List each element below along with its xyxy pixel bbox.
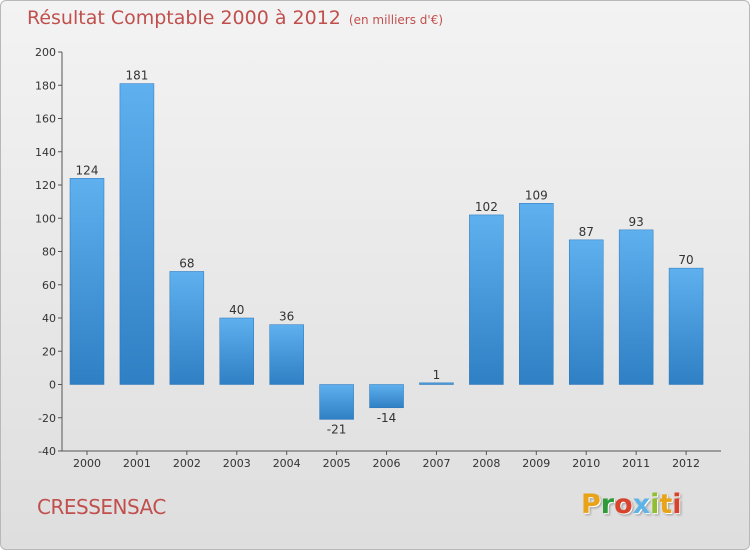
x-tick-label: 2004 (273, 457, 301, 470)
bar-2001 (119, 83, 155, 385)
bar-2002 (169, 271, 205, 385)
bars (69, 83, 704, 420)
y-tick-label: 200 (35, 46, 56, 59)
y-tick-label: -20 (38, 412, 56, 425)
data-label-2000: 124 (76, 163, 99, 177)
data-labels: 124 181 68 40 36 -21 -14 1 102 109 87 93 70 (76, 69, 694, 437)
bar-2010 (568, 239, 604, 385)
data-label-2009: 109 (525, 188, 548, 202)
y-tick-label: 100 (35, 212, 56, 225)
bar-2007 (419, 382, 454, 385)
data-label-2010: 87 (579, 225, 594, 239)
data-label-2003: 40 (229, 303, 244, 317)
data-label-2002: 68 (179, 256, 194, 270)
x-tick-label: 2012 (672, 457, 700, 470)
data-label-2011: 93 (629, 215, 644, 229)
data-label-2008: 102 (475, 200, 498, 214)
x-tick-label: 2000 (73, 457, 101, 470)
y-tick-label: 60 (42, 279, 56, 292)
y-tick-label: 40 (42, 312, 56, 325)
proxiti-logo: Proxiti (581, 489, 682, 520)
title-block: Résultat Comptable 2000 à 2012 (en millie… (27, 7, 443, 29)
x-tick-label: 2009 (522, 457, 550, 470)
chart-subtitle: (en milliers d'€) (348, 13, 444, 27)
y-tick-label: 20 (42, 345, 56, 358)
chart-title: Résultat Comptable 2000 à 2012 (27, 7, 341, 29)
bar-2012 (668, 267, 704, 385)
x-tick-label: 2003 (223, 457, 251, 470)
y-tick-label: 140 (35, 146, 56, 159)
bar-2000 (69, 178, 105, 385)
y-tick-label: -40 (38, 445, 56, 458)
bar-2006 (369, 384, 404, 409)
data-label-2005: -21 (327, 422, 347, 436)
data-label-2007: 1 (433, 368, 441, 382)
y-tick-label: 120 (35, 179, 56, 192)
y-tick-label: 80 (42, 246, 56, 259)
commune-name: CRESSENSAC (37, 495, 166, 519)
bar-2009 (519, 203, 554, 385)
bar-2011 (618, 229, 654, 385)
bar-2008 (469, 214, 504, 385)
x-tick-label: 2008 (472, 457, 500, 470)
bar-2003 (219, 317, 255, 385)
x-tick-label: 2010 (572, 457, 600, 470)
data-label-2012: 70 (678, 253, 693, 267)
x-tick-label: 2005 (323, 457, 351, 470)
y-tick-label: 0 (49, 379, 56, 392)
x-tick-label: 2001 (123, 457, 151, 470)
data-label-2004: 36 (279, 310, 294, 324)
x-tick-label: 2011 (622, 457, 650, 470)
bar-2004 (269, 324, 304, 385)
data-label-2006: -14 (377, 411, 397, 425)
x-tick-label: 2002 (173, 457, 201, 470)
y-tick-label: 160 (35, 113, 56, 126)
data-label-2001: 181 (125, 69, 148, 83)
y-tick-label: 180 (35, 79, 56, 92)
x-tick-label: 2007 (422, 457, 450, 470)
x-tick-label: 2006 (373, 457, 401, 470)
bar-2005 (319, 384, 354, 420)
